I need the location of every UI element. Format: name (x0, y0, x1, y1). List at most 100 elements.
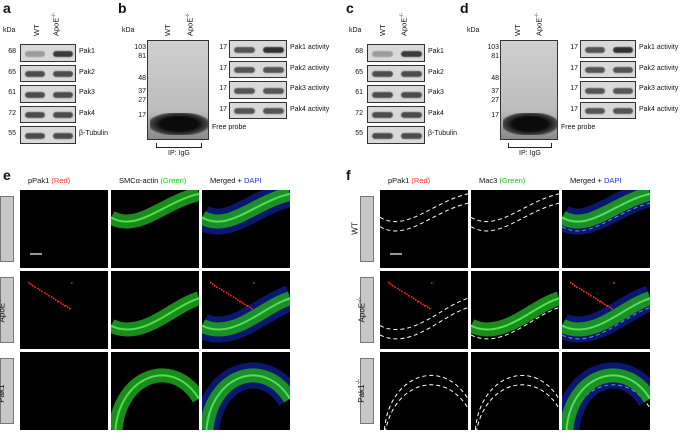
micrograph (20, 352, 108, 430)
column-header-color: DAPI (243, 176, 262, 185)
row-side-label: ApoE-/- (357, 277, 374, 343)
band (585, 46, 605, 53)
marker-label: 27 (491, 97, 499, 104)
micrograph (562, 271, 650, 349)
column-header-main: Mac3 (479, 176, 500, 185)
protein-label: Pak1 (428, 48, 444, 55)
band (585, 67, 605, 74)
blot-row (367, 85, 425, 103)
activity-row (580, 101, 636, 119)
row-side-label: WT (351, 196, 374, 262)
row-side-label: WT (0, 196, 14, 262)
column-header: Merged + DAPI (570, 176, 622, 185)
band (401, 91, 422, 98)
activity-row (580, 40, 636, 58)
lane-wt: WT (378, 24, 387, 36)
marker-label: 37 (491, 88, 499, 95)
protein-label: Pak4 (79, 109, 95, 117)
activity-row (229, 101, 287, 119)
band (401, 50, 422, 57)
blot-row (367, 64, 425, 82)
mw-label: 17 (570, 44, 578, 51)
ip-label: IP: IgG (168, 150, 190, 157)
row-side-label: ApoE-/- (0, 277, 14, 343)
marker-label: 81 (138, 53, 146, 60)
row-label: ApoE-/- (357, 297, 367, 322)
protein-label: Pak3 (428, 89, 444, 96)
panel-e-label: e (3, 167, 11, 183)
free-probe-label: Free probe (212, 124, 247, 131)
activity-row (229, 81, 287, 99)
band (585, 108, 605, 115)
lane-apoe: ApoE-/- (534, 12, 544, 36)
column-header: SMCα-actin (Green) (119, 176, 186, 185)
band (263, 46, 284, 53)
band (372, 112, 393, 119)
marker-label: 48 (491, 75, 499, 82)
protein-label: Pak4 (428, 109, 444, 117)
column-header-color: DAPI (603, 176, 622, 185)
marker-label: 27 (138, 97, 146, 104)
band (234, 87, 255, 94)
row-label-text: WT (350, 222, 360, 235)
gel-panel-b (147, 40, 209, 140)
mw-label: 17 (570, 105, 578, 113)
lane-apoe: ApoE-/- (51, 12, 61, 36)
band (263, 87, 284, 94)
band (25, 91, 45, 98)
protein-label: β-Tubulin (79, 130, 109, 137)
activity-label: Pak3 activity (639, 85, 679, 92)
band (53, 132, 73, 139)
band (372, 91, 393, 98)
marker-label: 103 (487, 44, 499, 51)
mw-label: 72 (8, 109, 16, 117)
row-side-label: Pak1-/- (356, 358, 374, 424)
blot-row (20, 44, 76, 62)
micrograph (20, 271, 108, 349)
blot-row (20, 126, 76, 144)
band (263, 108, 284, 115)
micrograph (202, 352, 290, 430)
column-header: Mac3 (Green) (479, 176, 525, 185)
band (613, 87, 633, 94)
marker-label: 81 (491, 53, 499, 60)
lane-wt: WT (513, 24, 522, 36)
row-label-text: ApoE (0, 302, 7, 323)
ip-bracket (508, 143, 552, 148)
mw-label: 17 (219, 105, 227, 113)
column-header: pPak1 (Red) (388, 176, 430, 185)
mw-label: 72 (355, 109, 363, 117)
mw-label: 17 (219, 64, 227, 72)
activity-label: Pak4 activity (290, 105, 330, 113)
row-label-sup: -/- (356, 378, 363, 385)
band (372, 71, 393, 78)
mw-label: 65 (8, 68, 16, 76)
band (25, 71, 45, 78)
column-header-color: (Green) (499, 176, 526, 185)
mw-label: 68 (355, 48, 363, 55)
blot-row (20, 105, 76, 123)
column-header-main: Merged + (570, 176, 604, 185)
row-label-text: Pak1 (0, 384, 6, 403)
protein-label: Pak1 (79, 48, 95, 55)
row-label-sup: -/- (0, 297, 3, 303)
panel-d-label: d (460, 0, 469, 16)
marker-label: 37 (138, 88, 146, 95)
micrograph (380, 190, 468, 268)
micrograph (111, 352, 199, 430)
band (25, 132, 45, 139)
band (372, 50, 393, 57)
activity-label: Pak2 activity (290, 64, 330, 72)
mw-label: 17 (570, 64, 578, 72)
band (25, 50, 45, 57)
blot-row (367, 126, 425, 144)
band (234, 67, 255, 74)
protein-label: Pak3 (79, 89, 95, 96)
micrograph (380, 271, 468, 349)
band (53, 91, 73, 98)
panel-a-label: a (3, 0, 11, 16)
band (53, 112, 73, 119)
lane-wt: WT (163, 24, 172, 36)
lane-wt: WT (32, 24, 41, 36)
mw-label: 17 (219, 85, 227, 92)
